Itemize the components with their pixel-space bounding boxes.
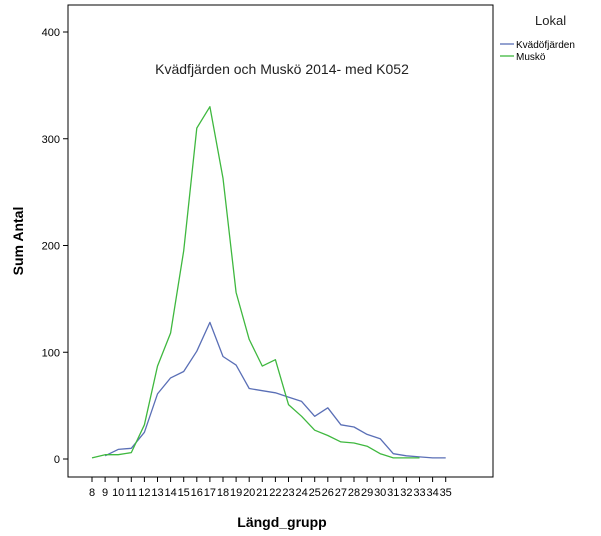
chart-title: Kvädfjärden och Muskö 2014- med K052	[155, 61, 409, 77]
series-line-1	[104, 321, 446, 459]
x-tick-label-20: 20	[243, 487, 255, 499]
series-line-2	[91, 106, 420, 459]
y-tick-label-200: 200	[42, 241, 60, 253]
x-tick-label-9: 9	[102, 487, 108, 499]
y-axis: 0 100 200 300 400	[42, 27, 68, 466]
x-tick-label-8: 8	[89, 487, 95, 499]
x-tick-label-17: 17	[204, 487, 216, 499]
x-tick-label-34: 34	[426, 487, 438, 499]
x-tick-label-15: 15	[178, 487, 190, 499]
x-tick-label-24: 24	[295, 487, 307, 499]
x-axis: 8 9 10 11 12 13 14 15 16 17 18 19 20 21 22 23 24 25 26 27 28…	[89, 477, 452, 499]
x-tick-label-29: 29	[361, 487, 373, 499]
x-tick-label-11: 11	[126, 487, 137, 499]
x-tick-label-32: 32	[400, 487, 412, 499]
x-tick-label-14: 14	[164, 487, 176, 499]
x-tick-label-30: 30	[374, 487, 386, 499]
legend-title: Lokal	[535, 13, 566, 28]
x-tick-label-31: 31	[387, 487, 399, 499]
series-lines	[91, 106, 446, 459]
x-tick-label-19: 19	[230, 487, 242, 499]
x-tick-label-26: 26	[322, 487, 334, 499]
x-tick-label-35: 35	[440, 487, 452, 499]
x-tick-label-33: 33	[413, 487, 425, 499]
y-tick-label-400: 400	[42, 27, 60, 39]
y-tick-label-0: 0	[54, 454, 60, 466]
legend-label-2: Muskö	[516, 52, 546, 63]
x-tick-label-21: 21	[256, 487, 268, 499]
x-tick-label-23: 23	[282, 487, 294, 499]
x-tick-label-22: 22	[269, 487, 281, 499]
x-tick-label-12: 12	[138, 487, 150, 499]
x-axis-title: Längd_grupp	[237, 514, 326, 530]
legend-label-1: Kvädöfjärden	[516, 40, 575, 51]
x-tick-label-16: 16	[191, 487, 203, 499]
x-tick-label-18: 18	[217, 487, 229, 499]
x-tick-label-27: 27	[335, 487, 347, 499]
x-tick-label-13: 13	[151, 487, 163, 499]
y-tick-label-300: 300	[42, 134, 60, 146]
x-tick-label-10: 10	[112, 487, 124, 499]
y-tick-label-100: 100	[42, 347, 60, 359]
x-tick-label-25: 25	[309, 487, 321, 499]
y-axis-title: Sum Antal	[10, 207, 26, 276]
x-tick-label-28: 28	[348, 487, 360, 499]
plot-frame	[67, 4, 494, 478]
